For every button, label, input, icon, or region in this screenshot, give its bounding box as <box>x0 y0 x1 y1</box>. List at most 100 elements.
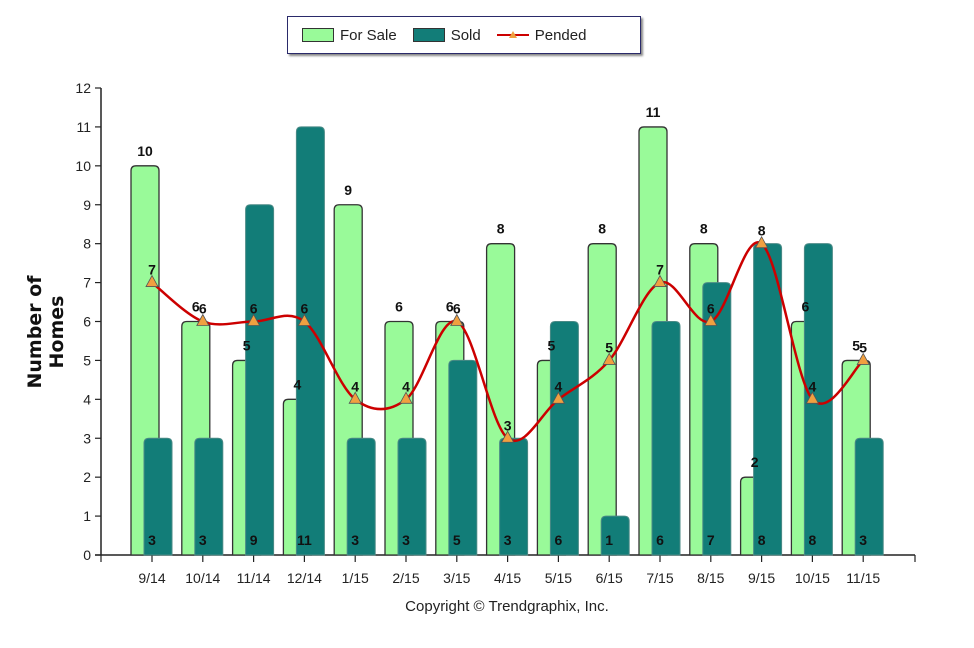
pended-value-label: 4 <box>351 378 359 394</box>
pended-marker <box>450 313 464 326</box>
x-tick-label: 11/14 <box>237 570 271 586</box>
sold-value-label: 8 <box>758 532 766 548</box>
y-tick-label: 9 <box>83 197 91 213</box>
for-sale-value-label: 6 <box>446 299 454 315</box>
sold-bar <box>448 359 478 556</box>
for-sale-swatch-icon <box>302 28 334 42</box>
legend-label: Pended <box>534 26 587 44</box>
y-tick-label: 4 <box>83 391 91 407</box>
x-tick-label: 12/14 <box>287 570 322 586</box>
for-sale-value-label: 5 <box>243 337 251 353</box>
sold-value-label: 5 <box>453 532 461 548</box>
for-sale-value-label: 2 <box>751 454 759 470</box>
pended-marker <box>348 391 362 404</box>
pended-marker <box>754 235 769 249</box>
for-sale-value-label: 9 <box>344 182 352 198</box>
y-tick-label: 8 <box>83 236 91 252</box>
y-tick-label: 7 <box>83 275 91 291</box>
pended-value-label: 3 <box>504 417 512 433</box>
sold-value-label: 3 <box>351 532 359 548</box>
pended-value-label: 4 <box>402 378 410 394</box>
for-sale-value-label: 10 <box>137 143 153 159</box>
y-axis-title: Number of Homes <box>24 275 68 389</box>
for-sale-value-label: 5 <box>548 337 556 353</box>
pended-value-label: 5 <box>859 339 867 355</box>
for-sale-value-label: 8 <box>700 221 708 237</box>
sold-bar <box>549 321 579 556</box>
y-tick-label: 12 <box>75 80 91 96</box>
sold-value-label: 3 <box>148 532 156 548</box>
sold-bar <box>854 437 884 556</box>
pended-value-label: 4 <box>555 378 563 394</box>
y-tick-label: 6 <box>83 314 91 330</box>
for-sale-value-label: 4 <box>294 376 302 392</box>
sold-bar <box>651 321 681 556</box>
x-tick-label: 4/15 <box>494 570 521 586</box>
y-tick-label: 5 <box>83 352 91 368</box>
pended-marker <box>399 391 413 404</box>
pended-value-label: 6 <box>250 301 258 317</box>
pended-value-label: 7 <box>656 262 664 278</box>
x-tick-label: 10/15 <box>795 570 830 586</box>
sold-bars <box>143 126 884 556</box>
pended-marker <box>856 352 870 365</box>
y-tick-label: 10 <box>75 158 91 174</box>
x-tick-label: 5/15 <box>545 570 572 586</box>
for-sale-bar <box>587 243 617 556</box>
for-sale-value-label: 6 <box>802 299 810 315</box>
pended-marker <box>297 313 312 326</box>
legend-label: For Sale <box>340 26 397 44</box>
pended-marker <box>500 430 515 443</box>
sold-swatch-icon <box>412 28 445 42</box>
pended-value-label: 5 <box>605 339 613 355</box>
sold-value-label: 6 <box>555 532 563 548</box>
pended-marker <box>805 391 820 404</box>
sold-bar <box>346 437 376 556</box>
pended-marker <box>145 274 159 287</box>
sold-value-label: 3 <box>199 532 207 548</box>
for-sale-value-label: 11 <box>646 104 661 120</box>
y-tick-label: 11 <box>76 119 91 135</box>
y-tick-label: 3 <box>83 430 91 446</box>
sold-value-label: 3 <box>402 532 410 548</box>
x-tick-label: 11/15 <box>846 570 880 586</box>
pended-value-label: 7 <box>148 262 156 278</box>
x-tick-label: 9/15 <box>748 570 775 586</box>
sold-value-label: 3 <box>859 532 867 548</box>
x-tick-label: 6/15 <box>596 570 623 586</box>
legend-item-sold[interactable]: Sold <box>412 26 481 44</box>
legend-item-for-sale[interactable]: For Sale <box>302 27 397 44</box>
x-tick-label: 9/14 <box>138 570 165 586</box>
pended-value-label: 6 <box>453 301 461 317</box>
x-tick-label: 7/15 <box>646 570 673 586</box>
pended-marker <box>704 313 718 326</box>
sold-bar <box>753 243 783 556</box>
sold-bar <box>600 515 630 556</box>
legend-item-pended[interactable]: Pended <box>496 26 587 44</box>
pended-marker <box>196 313 210 326</box>
sold-bar <box>143 437 173 556</box>
y-tick-label: 0 <box>83 547 91 563</box>
sold-value-label: 11 <box>297 532 312 548</box>
x-tick-label: 10/14 <box>185 570 220 586</box>
sold-bar <box>803 243 833 556</box>
sold-bar <box>397 437 427 556</box>
sold-value-label: 6 <box>656 532 664 548</box>
pended-value-label: 6 <box>707 301 715 317</box>
y-tick-label: 2 <box>83 469 91 485</box>
for-sale-value-label: 6 <box>395 299 403 315</box>
copyright-footer: Copyright © Trendgraphix, Inc. <box>405 598 609 615</box>
x-tick-label: 2/15 <box>392 570 419 586</box>
for-sale-value-label: 5 <box>852 337 860 353</box>
for-sale-value-label: 8 <box>497 221 505 237</box>
for-sale-value-label: 6 <box>192 299 200 315</box>
pended-value-label: 6 <box>199 301 207 317</box>
legend-label: Sold <box>450 26 481 44</box>
sold-bar <box>245 204 275 556</box>
pended-line-marker-icon <box>496 28 529 42</box>
x-tick-label: 8/15 <box>697 570 724 586</box>
sold-value-label: 7 <box>707 532 715 548</box>
sold-value-label: 3 <box>504 532 512 548</box>
